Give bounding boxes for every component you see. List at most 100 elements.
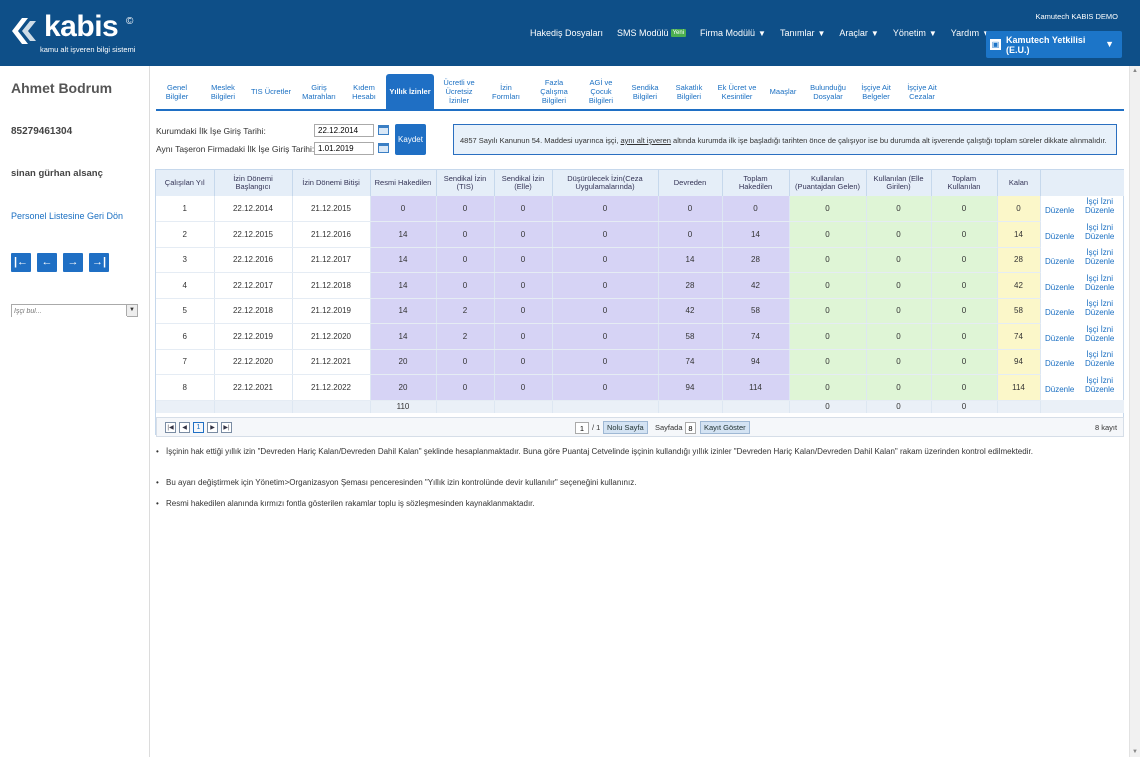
- chevron-down-icon: ▼: [817, 28, 826, 38]
- edit-worker-leave-link[interactable]: İşçi İzni Düzenle: [1085, 299, 1114, 317]
- table-cell: 0: [866, 272, 932, 299]
- table-cell: 0: [931, 221, 998, 248]
- tab-12[interactable]: Ek Ücret ve Kesintiler: [717, 82, 757, 101]
- table-cell: 0: [494, 298, 553, 324]
- table-row[interactable]: 7 22.12.2020 21.12.2021 20 0 0 0 74 94 0 0 0 94: [156, 349, 1041, 375]
- edit-worker-leave-link[interactable]: İşçi İzni Düzenle: [1085, 223, 1114, 241]
- first-employee-button[interactable]: |←: [11, 253, 31, 272]
- previous-page-button[interactable]: ◀: [179, 422, 190, 433]
- tab-7[interactable]: İzin Formları: [492, 82, 520, 101]
- edit-worker-leave-link[interactable]: İşçi İzni Düzenle: [1085, 248, 1114, 266]
- table-row[interactable]: 2 22.12.2015 21.12.2016 14 0 0 0 0 14 0 0 0 14: [156, 221, 1041, 248]
- tab-11[interactable]: Sakatlık Bilgileri: [675, 82, 703, 101]
- tab-8[interactable]: Fazla Çalışma Bilgileri: [540, 78, 568, 105]
- edit-worker-leave-link[interactable]: İşçi İzni Düzenle: [1085, 350, 1114, 368]
- nav-item-4[interactable]: Araçlar ▼: [839, 28, 878, 38]
- dropdown-arrow-icon[interactable]: ▼: [126, 305, 137, 316]
- worker-search-combo[interactable]: ▼: [11, 304, 138, 317]
- column-header[interactable]: Sendikal İzin (Elle): [494, 170, 553, 196]
- nav-item-2[interactable]: Firma Modülü ▼: [700, 28, 766, 38]
- chevron-down-icon[interactable]: ▼: [1105, 39, 1114, 49]
- per-page-input[interactable]: [685, 422, 696, 434]
- scroll-up-icon[interactable]: ▲: [1132, 68, 1138, 74]
- column-header[interactable]: Toplam Hakedilen: [722, 170, 790, 196]
- calendar-icon[interactable]: [378, 143, 389, 153]
- first-page-button[interactable]: |◀: [165, 422, 176, 433]
- column-header[interactable]: Çalışılan Yıl: [156, 170, 215, 196]
- table-row[interactable]: 5 22.12.2018 21.12.2019 14 2 0 0 42 58 0 0 0 58: [156, 298, 1041, 324]
- back-to-list-link[interactable]: Personel Listesine Geri Dön: [11, 211, 124, 221]
- table-cell: 94: [722, 349, 790, 375]
- edit-link[interactable]: Düzenle: [1045, 282, 1075, 292]
- tab-5[interactable]: Yıllık İzinler: [386, 74, 434, 109]
- record-count: 8 kayıt: [1095, 423, 1118, 432]
- tab-0[interactable]: Genel Bilgiler: [165, 82, 189, 101]
- edit-worker-leave-link[interactable]: İşçi İzni Düzenle: [1085, 325, 1114, 343]
- previous-employee-button[interactable]: ←: [37, 253, 57, 272]
- column-header[interactable]: Devreden: [658, 170, 723, 196]
- tab-3[interactable]: Giriş Matrahları: [302, 82, 336, 101]
- nav-item-0[interactable]: Hakediş Dosyaları: [530, 28, 603, 38]
- column-header[interactable]: Sendikal İzin (TIS): [436, 170, 495, 196]
- edit-link[interactable]: Düzenle: [1045, 257, 1075, 266]
- show-records-button[interactable]: Kayıt Göster: [700, 421, 750, 434]
- tab-2[interactable]: TIS Ücretler: [250, 87, 291, 96]
- edit-worker-leave-link[interactable]: İşçi İzni Düzenle: [1085, 197, 1114, 215]
- tab-13[interactable]: Maaşlar: [769, 87, 797, 96]
- nav-item-1[interactable]: SMS Modülü Yeni: [617, 28, 687, 38]
- tab-10[interactable]: Sendika Bilgileri: [631, 82, 659, 101]
- nav-item-5[interactable]: Yönetim ▼: [893, 28, 937, 38]
- column-header[interactable]: Düşürülecek İzin(Ceza Uygulamalarında): [552, 170, 659, 196]
- edit-link[interactable]: Düzenle: [1045, 384, 1075, 394]
- nav-item-3[interactable]: Tanımlar ▼: [780, 28, 825, 38]
- column-header[interactable]: İzin Dönemi Başlangıcı: [214, 170, 293, 196]
- column-header[interactable]: Kullanılan (Elle Girilen): [866, 170, 932, 196]
- tab-9[interactable]: AGİ ve Çocuk Bilgileri: [588, 78, 614, 105]
- first-entry-date-input[interactable]: [314, 124, 374, 137]
- last-page-button[interactable]: ▶|: [221, 422, 232, 433]
- column-header[interactable]: Toplam Kullanılan: [931, 170, 998, 196]
- table-cell: 0: [931, 272, 998, 299]
- next-page-button[interactable]: ▶: [207, 422, 218, 433]
- table-row[interactable]: 3 22.12.2016 21.12.2017 14 0 0 0 14 28 0 0 0 28: [156, 247, 1041, 273]
- edit-worker-leave-link[interactable]: İşçi İzni Düzenle: [1085, 274, 1114, 292]
- page-number-input[interactable]: [575, 422, 589, 434]
- tab-4[interactable]: Kıdem Hesabı: [352, 82, 376, 101]
- table-row[interactable]: 4 22.12.2017 21.12.2018 14 0 0 0 28 42 0 0 0 42: [156, 272, 1041, 299]
- table-row[interactable]: 1 22.12.2014 21.12.2015 0 0 0 0 0 0 0 0 0 0: [156, 196, 1041, 222]
- user-name: Kamutech Yetkilisi (E.U.): [1006, 35, 1085, 55]
- worker-search-input[interactable]: [12, 306, 127, 317]
- edit-link[interactable]: Düzenle: [1045, 333, 1075, 343]
- column-header[interactable]: Kalan: [997, 170, 1041, 196]
- info-link[interactable]: aynı alt işveren: [620, 136, 671, 145]
- vertical-scrollbar[interactable]: ▲ ▼: [1129, 66, 1140, 757]
- kabis-logo[interactable]: kabis © kamu alt işveren bilgi sistemi: [8, 10, 138, 56]
- calendar-icon[interactable]: [378, 125, 389, 135]
- subcontractor-entry-date-input[interactable]: [314, 142, 374, 155]
- scroll-down-icon[interactable]: ▼: [1132, 749, 1138, 755]
- tab-14[interactable]: Bulunduğu Dosyalar: [810, 82, 846, 101]
- column-header[interactable]: Kullanılan (Puantajdan Gelen): [789, 170, 867, 196]
- edit-link[interactable]: Düzenle: [1045, 359, 1075, 368]
- current-page-number[interactable]: 1: [193, 422, 204, 433]
- column-header[interactable]: Resmi Hakedilen: [370, 170, 437, 196]
- user-menu[interactable]: ▣ Kamutech Yetkilisi (E.U.) ▼: [986, 31, 1122, 58]
- action-header: [1041, 170, 1124, 196]
- edit-link[interactable]: Düzenle: [1045, 231, 1075, 241]
- table-row[interactable]: 8 22.12.2021 21.12.2022 20 0 0 0 94 114 0 0 0 114: [156, 374, 1041, 401]
- nav-item-6[interactable]: Yardım▼: [951, 28, 990, 38]
- table-row[interactable]: 6 22.12.2019 21.12.2020 14 2 0 0 58 74 0 0 0 74: [156, 323, 1041, 350]
- footer-cell: [494, 400, 553, 413]
- last-employee-button[interactable]: →|: [89, 253, 109, 272]
- next-employee-button[interactable]: →: [63, 253, 83, 272]
- edit-link[interactable]: Düzenle: [1045, 308, 1075, 317]
- edit-worker-leave-link[interactable]: İşçi İzni Düzenle: [1085, 376, 1114, 394]
- edit-link[interactable]: Düzenle: [1045, 206, 1075, 215]
- go-to-page-button[interactable]: Nolu Sayfa: [603, 421, 648, 434]
- tab-6[interactable]: Ücretli ve Ücretsiz İzinler: [443, 78, 475, 105]
- tab-15[interactable]: İşçiye Ait Belgeler: [861, 82, 891, 101]
- tab-16[interactable]: İşçiye Ait Cezalar: [907, 82, 937, 101]
- save-button[interactable]: Kaydet: [395, 124, 426, 155]
- tab-1[interactable]: Meslek Bilgileri: [210, 82, 236, 101]
- column-header[interactable]: İzin Dönemi Bitişi: [292, 170, 371, 196]
